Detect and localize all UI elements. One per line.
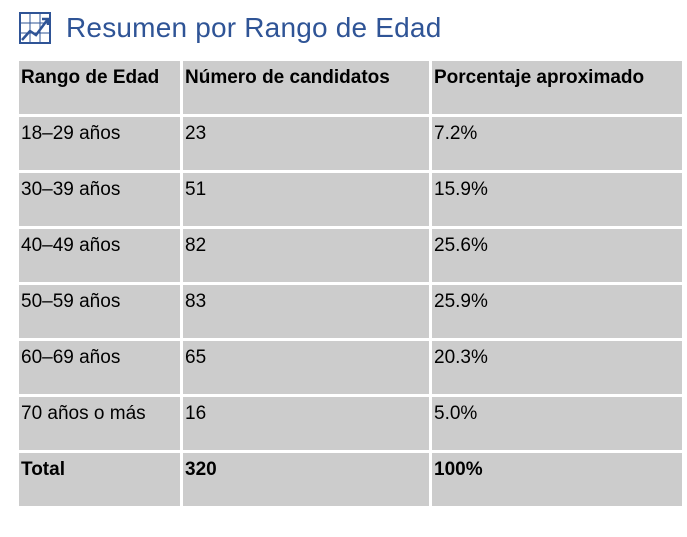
page-header: Resumen por Rango de Edad [18, 8, 441, 48]
column-header-age-range: Rango de Edad [19, 61, 180, 114]
page-title: Resumen por Rango de Edad [66, 12, 442, 43]
column-header-percentage: Porcentaje aproximado [432, 61, 682, 114]
age-range-cell: 70 años o más [19, 397, 180, 450]
percentage-cell: 15.9% [432, 173, 682, 226]
total-candidates-cell: 320 [183, 453, 429, 506]
table-row: 40–49 años 82 25.6% [19, 229, 682, 282]
chart-icon [18, 11, 52, 45]
column-header-candidates: Número de candidatos [183, 61, 429, 114]
candidates-cell: 51 [183, 173, 429, 226]
total-row: Total 320 100% [19, 453, 682, 506]
candidates-cell: 65 [183, 341, 429, 394]
age-range-cell: 60–69 años [19, 341, 180, 394]
table-row: 30–39 años 51 15.9% [19, 173, 682, 226]
percentage-cell: 25.9% [432, 285, 682, 338]
percentage-cell: 20.3% [432, 341, 682, 394]
age-range-cell: 50–59 años [19, 285, 180, 338]
table-row: 70 años o más 16 5.0% [19, 397, 682, 450]
age-range-cell: 40–49 años [19, 229, 180, 282]
percentage-cell: 25.6% [432, 229, 682, 282]
candidates-cell: 82 [183, 229, 429, 282]
table-row: 60–69 años 65 20.3% [19, 341, 682, 394]
table-row: 50–59 años 83 25.9% [19, 285, 682, 338]
total-label-cell: Total [19, 453, 180, 506]
candidates-cell: 23 [183, 117, 429, 170]
total-percentage-cell: 100% [432, 453, 682, 506]
age-range-cell: 30–39 años [19, 173, 180, 226]
candidates-cell: 16 [183, 397, 429, 450]
age-range-cell: 18–29 años [19, 117, 180, 170]
table-header-row: Rango de Edad Número de candidatos Porce… [19, 61, 682, 114]
percentage-cell: 7.2% [432, 117, 682, 170]
summary-table: Rango de Edad Número de candidatos Porce… [16, 58, 685, 509]
table-row: 18–29 años 23 7.2% [19, 117, 682, 170]
candidates-cell: 83 [183, 285, 429, 338]
percentage-cell: 5.0% [432, 397, 682, 450]
